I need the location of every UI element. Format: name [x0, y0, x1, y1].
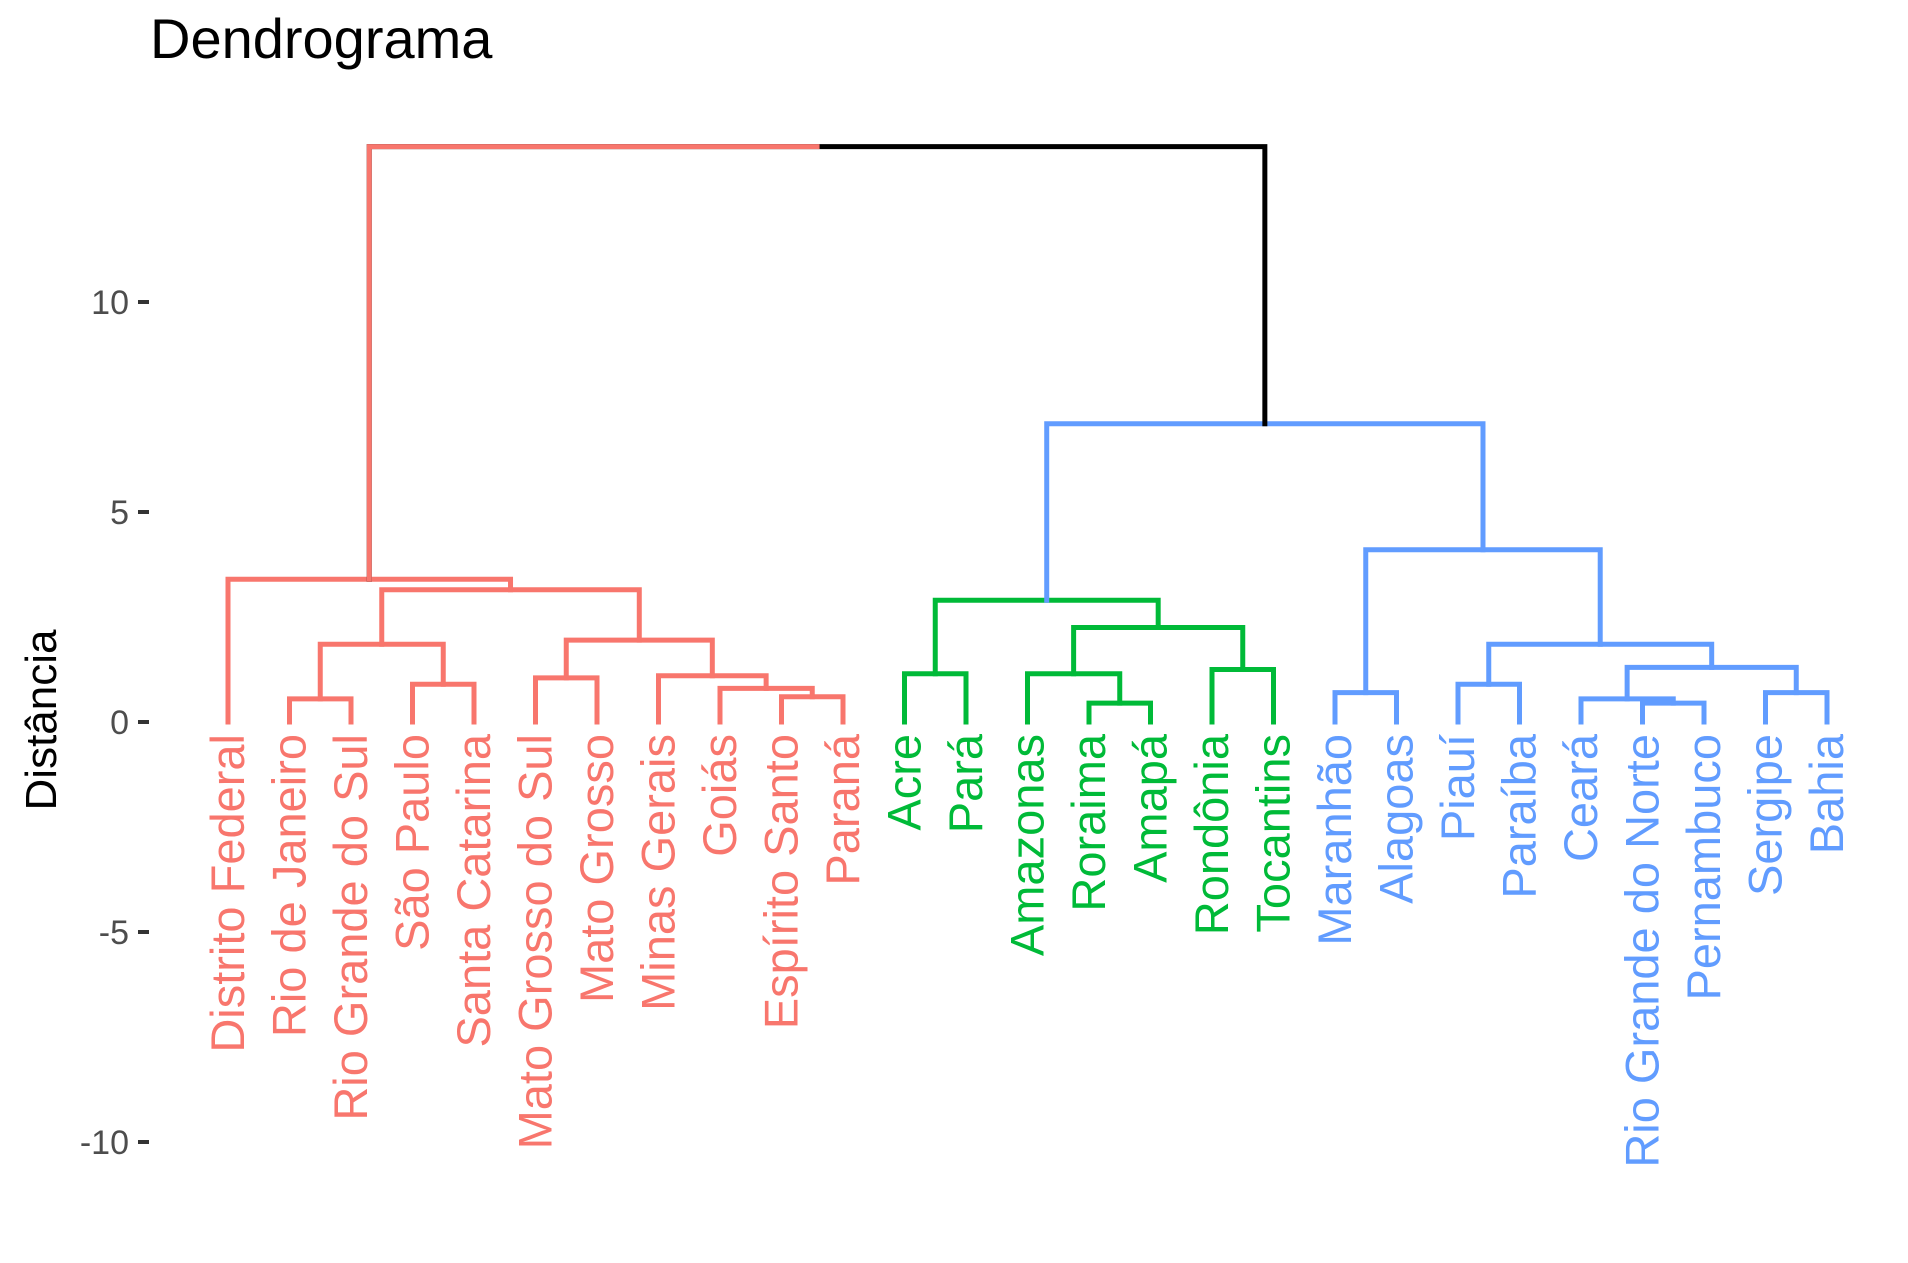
y-axis: 10 5 0 -5 -10 [80, 284, 149, 1162]
leaf-label: Maranhão [1308, 734, 1361, 946]
dendrogram-branch [366, 144, 1268, 582]
leaf-label: Sergipe [1739, 734, 1792, 896]
dendrogram-root-left [366, 144, 820, 582]
dendrogram-branch [533, 675, 600, 725]
leaf-label: Bahia [1800, 733, 1853, 854]
dendrogram-branch [317, 641, 446, 702]
dendrogram-branch [1486, 641, 1715, 687]
leaf-label: Minas Gerais [632, 734, 685, 1011]
leaf-label: Alagoas [1370, 734, 1423, 904]
dendrogram-branch [932, 597, 1161, 677]
leaf-label: Roraima [1062, 733, 1115, 911]
dendrogram-branch [1071, 625, 1246, 677]
leaf-label: Santa Catarina [447, 733, 500, 1047]
dendrogram-branch [287, 696, 354, 725]
chart-title: Dendrograma [150, 7, 493, 70]
dendrogram-branch [902, 671, 969, 725]
leaf-label: Amapá [1124, 733, 1177, 883]
leaf-label: São Paulo [386, 734, 439, 951]
dendrogram-branch [717, 685, 815, 725]
y-tick-label: 5 [110, 494, 129, 532]
dendrogram-branch [1455, 681, 1522, 725]
leaf-label: Rondônia [1185, 733, 1238, 935]
dendrogram-branch [1332, 690, 1399, 725]
dendrogram-branch [1086, 700, 1153, 725]
leaf-label: Amazonas [1001, 734, 1054, 956]
dendrogram-branch [1640, 700, 1707, 725]
leaf-label: Rio de Janeiro [263, 734, 316, 1037]
leaf-label: Ceará [1554, 733, 1607, 862]
leaf-label: Mato Grosso do Sul [509, 734, 562, 1149]
y-axis-label: Distância [17, 629, 66, 810]
leaf-label: Goiás [693, 734, 746, 857]
leaf-label: Paraná [816, 733, 869, 885]
dendrogram-branch [1209, 667, 1276, 725]
leaf-label: Distrito Federal [201, 734, 254, 1053]
dendrogram-branch [779, 694, 846, 725]
dendrogram-branch [410, 681, 477, 725]
y-tick-label: 10 [91, 284, 129, 322]
dendrogram-branch [1363, 547, 1603, 696]
dendrogram-branch [656, 673, 769, 725]
leaf-label: Rio Grande do Sul [324, 734, 377, 1121]
leaf-label: Rio Grande do Norte [1616, 734, 1669, 1168]
leaf-label: Espírito Santo [755, 734, 808, 1029]
dendrogram-branch [225, 576, 514, 725]
leaf-label: Mato Grosso [570, 734, 623, 1003]
y-tick-label: -5 [99, 914, 129, 952]
y-tick-label: -10 [80, 1124, 129, 1162]
dendrogram-branch [1763, 690, 1830, 725]
leaf-labels: Distrito Federal Rio de Janeiro Rio Grande… [201, 733, 1853, 1168]
y-tick-label: 0 [110, 704, 129, 742]
dendrogram-branch [1025, 671, 1123, 725]
leaf-label: Acre [878, 734, 931, 831]
leaf-label: Pernambuco [1677, 734, 1730, 1001]
leaf-label: Tocantins [1247, 734, 1300, 933]
dendrogram-branches [225, 144, 1830, 725]
leaf-label: Pará [939, 733, 992, 833]
dendrogram-branch [379, 587, 642, 647]
dendrogram-branch [563, 637, 715, 681]
leaf-label: Paraíba [1493, 733, 1546, 898]
leaf-label: Piauí [1431, 734, 1484, 841]
dendrogram-branch [1044, 421, 1486, 603]
